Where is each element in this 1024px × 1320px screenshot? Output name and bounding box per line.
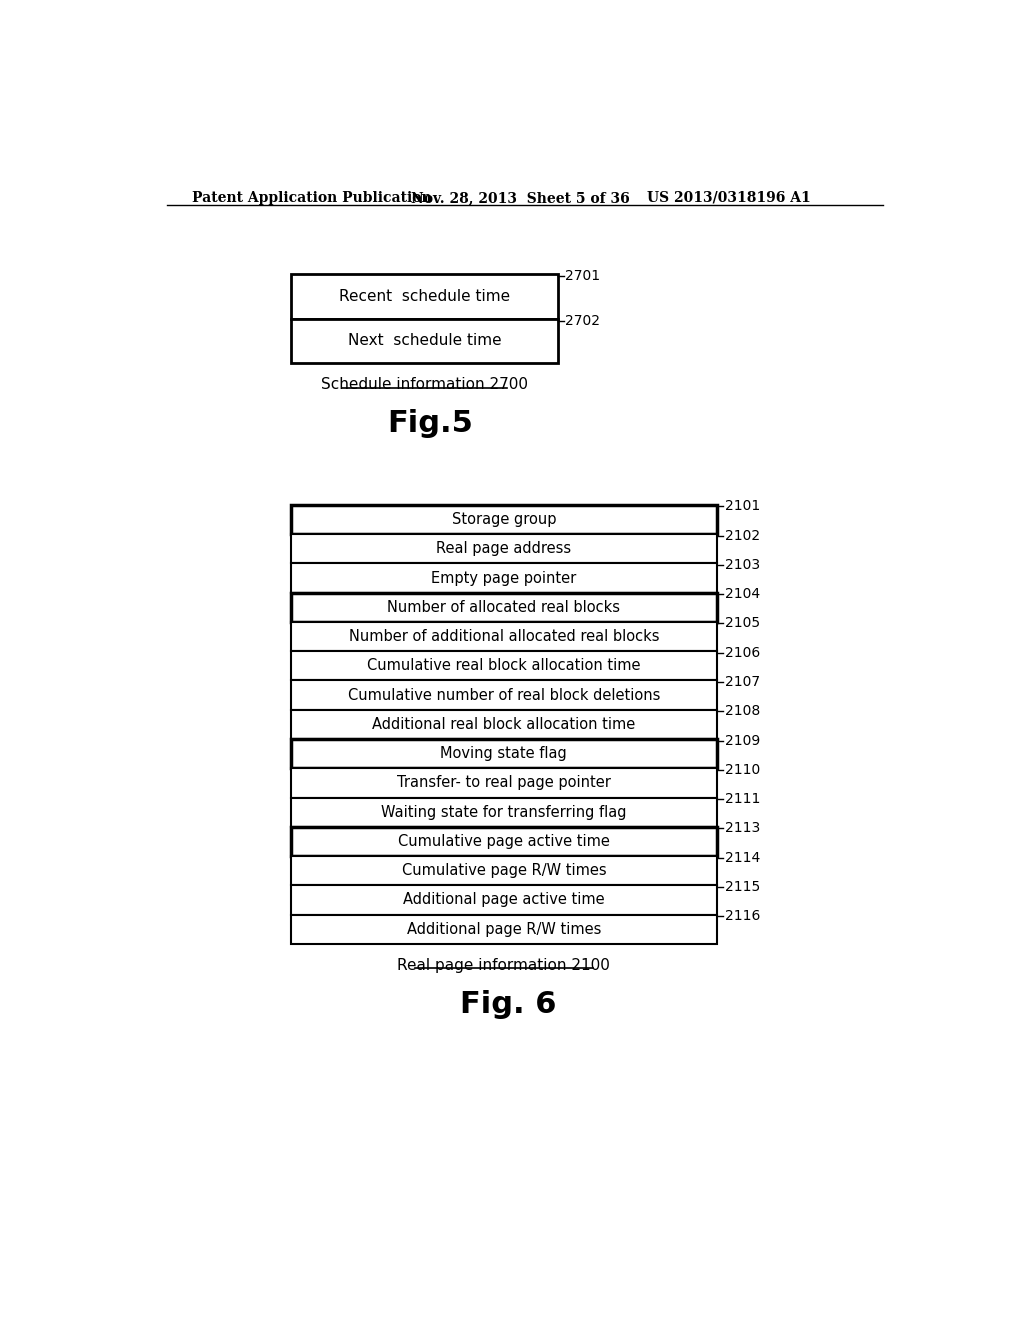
Text: Cumulative real block allocation time: Cumulative real block allocation time: [368, 659, 641, 673]
Text: 2114: 2114: [725, 850, 760, 865]
Bar: [291, 681, 717, 710]
Bar: [291, 857, 717, 886]
Text: Cumulative page active time: Cumulative page active time: [398, 834, 610, 849]
Text: Number of additional allocated real blocks: Number of additional allocated real bloc…: [348, 630, 659, 644]
Text: 2101: 2101: [725, 499, 760, 513]
Text: Moving state flag: Moving state flag: [440, 746, 567, 762]
Bar: [291, 593, 717, 622]
Text: Real page information 2100: Real page information 2100: [397, 958, 610, 973]
Bar: [291, 622, 717, 651]
Text: Waiting state for transferring flag: Waiting state for transferring flag: [381, 805, 627, 820]
Text: Patent Application Publication: Patent Application Publication: [191, 191, 431, 205]
Text: Nov. 28, 2013  Sheet 5 of 36: Nov. 28, 2013 Sheet 5 of 36: [411, 191, 630, 205]
Text: 2116: 2116: [725, 909, 760, 923]
Bar: [291, 886, 717, 915]
Text: Next  schedule time: Next schedule time: [347, 334, 502, 348]
Bar: [291, 739, 717, 768]
Text: Transfer- to real page pointer: Transfer- to real page pointer: [397, 775, 610, 791]
Text: Additional page active time: Additional page active time: [403, 892, 605, 907]
Bar: [291, 275, 558, 318]
Text: 2103: 2103: [725, 558, 760, 572]
Bar: [291, 564, 717, 593]
Bar: [291, 797, 717, 826]
Bar: [291, 710, 717, 739]
Text: Fig. 6: Fig. 6: [460, 990, 556, 1019]
Text: Cumulative number of real block deletions: Cumulative number of real block deletion…: [348, 688, 660, 702]
Text: 2111: 2111: [725, 792, 760, 807]
Text: Additional page R/W times: Additional page R/W times: [407, 921, 601, 937]
Text: Schedule information 2700: Schedule information 2700: [321, 378, 528, 392]
Text: 2115: 2115: [725, 880, 760, 894]
Text: Empty page pointer: Empty page pointer: [431, 570, 577, 586]
Text: 2107: 2107: [725, 675, 760, 689]
Text: 2109: 2109: [725, 734, 760, 747]
Text: 2105: 2105: [725, 616, 760, 631]
Text: 2702: 2702: [565, 314, 600, 327]
Bar: [291, 506, 717, 535]
Bar: [291, 768, 717, 797]
Text: 2102: 2102: [725, 529, 760, 543]
Text: 2104: 2104: [725, 587, 760, 601]
Text: Storage group: Storage group: [452, 512, 556, 527]
Text: Recent  schedule time: Recent schedule time: [339, 289, 510, 304]
Bar: [291, 535, 717, 564]
Bar: [291, 318, 558, 363]
Text: 2106: 2106: [725, 645, 760, 660]
Bar: [291, 826, 717, 857]
Text: US 2013/0318196 A1: US 2013/0318196 A1: [647, 191, 811, 205]
Bar: [291, 651, 717, 681]
Bar: [291, 915, 717, 944]
Text: Number of allocated real blocks: Number of allocated real blocks: [387, 599, 621, 615]
Text: Real page address: Real page address: [436, 541, 571, 556]
Text: Cumulative page R/W times: Cumulative page R/W times: [401, 863, 606, 878]
Text: 2110: 2110: [725, 763, 760, 776]
Text: 2108: 2108: [725, 705, 760, 718]
Text: Fig.5: Fig.5: [387, 409, 473, 438]
Text: 2113: 2113: [725, 821, 760, 836]
Text: 2701: 2701: [565, 269, 600, 284]
Text: Additional real block allocation time: Additional real block allocation time: [373, 717, 636, 731]
